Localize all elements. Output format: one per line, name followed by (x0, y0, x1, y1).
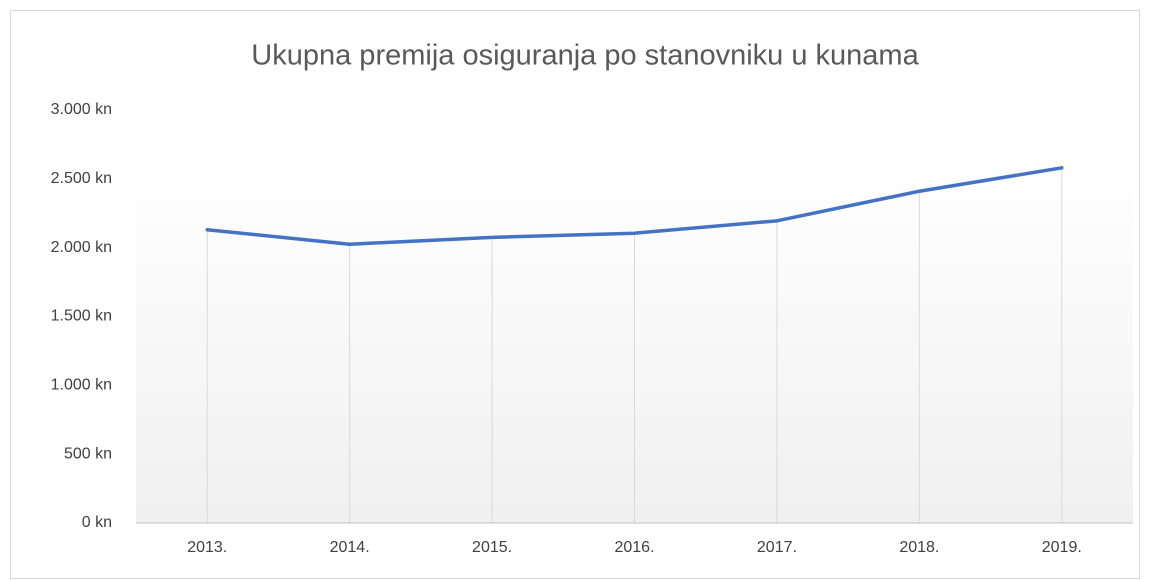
y-tick-label: 500 kn (64, 445, 112, 462)
x-tick-label: 2015. (472, 539, 512, 556)
x-tick-label: 2013. (187, 539, 227, 556)
x-tick-label: 2018. (899, 539, 939, 556)
y-tick-label: 0 kn (82, 514, 112, 531)
x-tick-label: 2014. (330, 539, 370, 556)
x-tick-label: 2016. (614, 539, 654, 556)
y-tick-label: 2.000 kn (51, 239, 112, 256)
series-line (205, 166, 1064, 246)
y-tick-label: 1.500 kn (51, 308, 112, 325)
y-tick-label: 3.000 kn (51, 101, 112, 118)
x-tick-label: 2019. (1042, 539, 1082, 556)
y-tick-label: 1.000 kn (51, 377, 112, 394)
y-tick-label: 2.500 kn (51, 170, 112, 187)
chart-title: Ukupna premija osiguranja po stanovniku … (251, 40, 919, 72)
x-tick-label: 2017. (757, 539, 797, 556)
